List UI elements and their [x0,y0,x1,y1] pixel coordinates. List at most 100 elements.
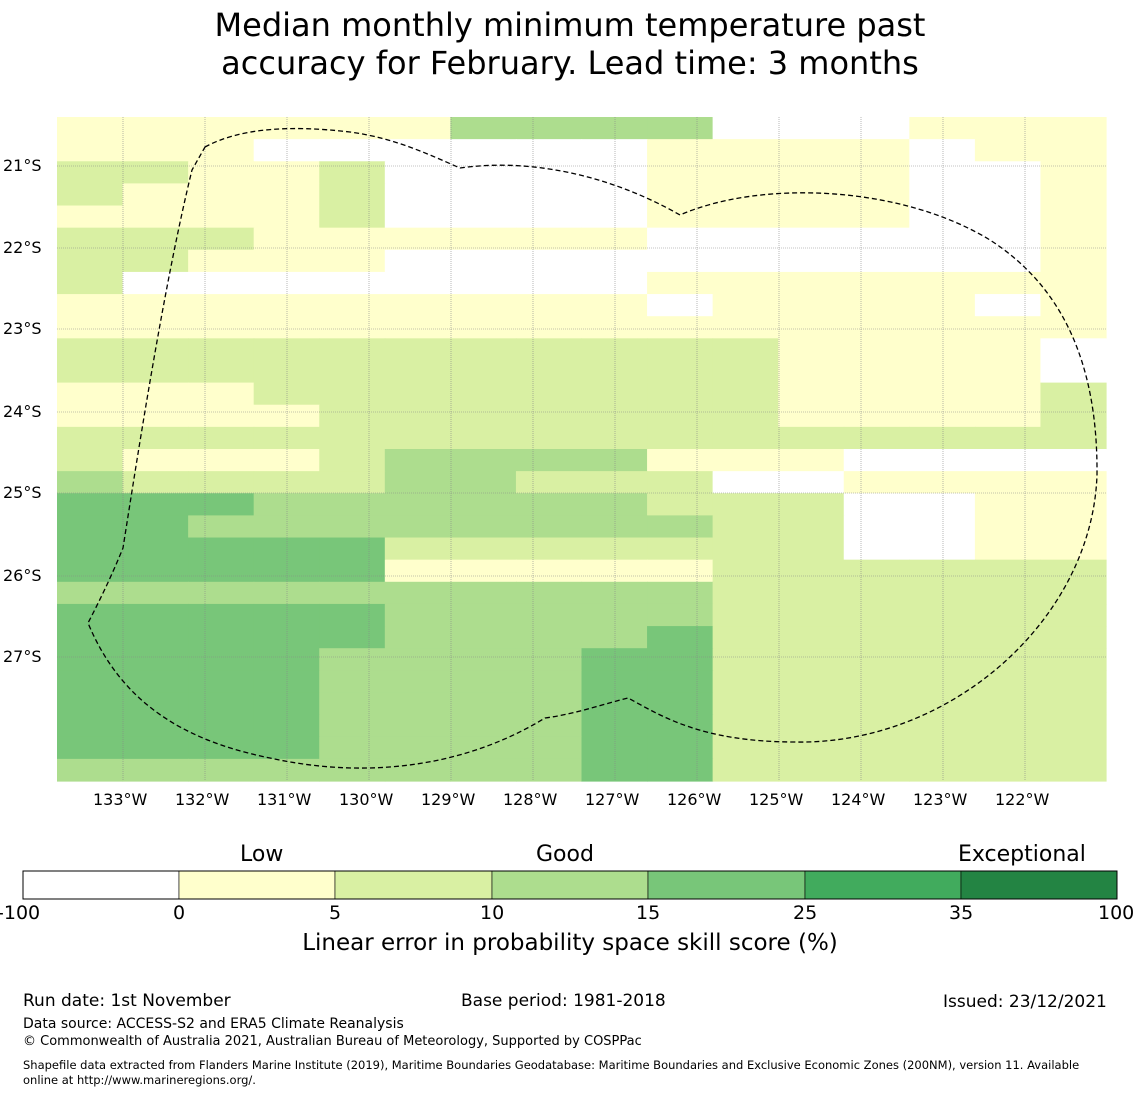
grid-cell [974,603,1042,627]
grid-cell [843,670,910,694]
grid-cell [384,449,451,472]
grid-cell [843,404,910,428]
grid-cell [778,581,845,605]
grid-cell [450,316,517,339]
copyright: © Commonwealth of Australia 2021, Austra… [23,1034,642,1049]
grid-cell [909,271,976,295]
grid-cell [450,161,517,184]
grid-cell [1040,205,1107,229]
grid-cell [647,603,714,627]
grid-cell [581,559,648,583]
grid-cell [515,670,583,694]
lon-label-125w: 125°W [749,790,804,809]
grid-cell [974,382,1042,406]
grid-cell [647,316,714,339]
grid-cell [974,581,1042,605]
grid-cell [581,404,648,428]
grid-cell [515,493,583,516]
grid-cell [122,227,189,251]
lat-label-21s: 21°S [3,156,42,175]
grid-cell [515,271,583,295]
grid-cell [647,139,714,162]
grid-cell [450,227,517,251]
grid-cell [319,426,386,450]
grid-cell [122,581,189,605]
grid-cell [909,515,976,539]
grid-cell [450,626,517,649]
grid-cell [57,648,124,671]
grid-cell [843,382,910,406]
grid-cell [1040,648,1107,671]
colorbar-tick-5: 5 [329,902,342,924]
grid-cell [122,736,189,760]
colorbar-tick-100: 100 [1098,902,1135,924]
grid-cell [974,183,1042,207]
grid-cell [778,537,845,561]
grid-cell [712,603,779,627]
grid-cell [909,736,976,760]
grid-cell [188,360,255,384]
grid-cell [122,670,189,694]
grid-cell [778,227,845,251]
grid-cell [319,559,386,583]
grid-cell [712,117,779,140]
grid-cell [319,316,386,339]
grid-cell [384,426,451,450]
grid-cell [319,471,386,494]
grid-cell [253,736,320,760]
grid-cell [515,227,583,251]
grid-cell [1040,670,1107,694]
grid-cell [515,449,583,472]
grid-cell [253,426,320,450]
grid-cell [188,426,255,450]
grid-cell [843,537,910,561]
grid-cell [778,338,845,362]
grid-cell [450,714,517,738]
grid-cell [909,139,976,162]
skill-score-map [57,117,1107,782]
grid-cell [974,493,1042,516]
grid-cell [778,249,845,273]
grid-cell [319,736,386,760]
grid-cell [450,648,517,671]
grid-cell [515,338,583,362]
lat-label-22s: 22°S [3,238,42,257]
grid-cell [450,603,517,627]
grid-cell [581,139,648,162]
grid-cell [974,426,1042,450]
grid-cell [515,404,583,428]
grid-cell [1040,559,1107,583]
grid-cell [319,294,386,317]
colorbar-axis-label: Linear error in probability space skill … [302,930,838,956]
grid-cell [647,626,714,649]
grid-cell [450,205,517,229]
lon-label-132w: 132°W [175,790,230,809]
grid-cell [712,360,779,384]
grid-cell [122,183,189,207]
grid-cell [581,205,648,229]
grid-cell [515,316,583,339]
grid-cell [384,515,451,539]
grid-cell [188,648,255,671]
grid-cell [581,338,648,362]
grid-cell [57,626,124,649]
lon-label-131w: 131°W [257,790,312,809]
grid-cell [450,758,517,782]
lon-label-133w: 133°W [93,790,148,809]
grid-cell [384,626,451,649]
colorbar-tick-10: 10 [480,902,505,924]
grid-cell [647,537,714,561]
grid-cell [122,471,189,494]
grid-cell [57,338,124,362]
title-line-2: accuracy for February. Lead time: 3 mont… [221,44,919,82]
grid-cell [843,758,910,782]
grid-cell [778,382,845,406]
grid-cell [188,603,255,627]
grid-cell [1040,449,1107,472]
grid-cell [909,626,976,649]
grid-cell [319,338,386,362]
grid-cell [188,117,255,140]
title-line-1: Median monthly minimum temperature past [214,6,926,44]
grid-cell [581,316,648,339]
grid-cell [384,648,451,671]
